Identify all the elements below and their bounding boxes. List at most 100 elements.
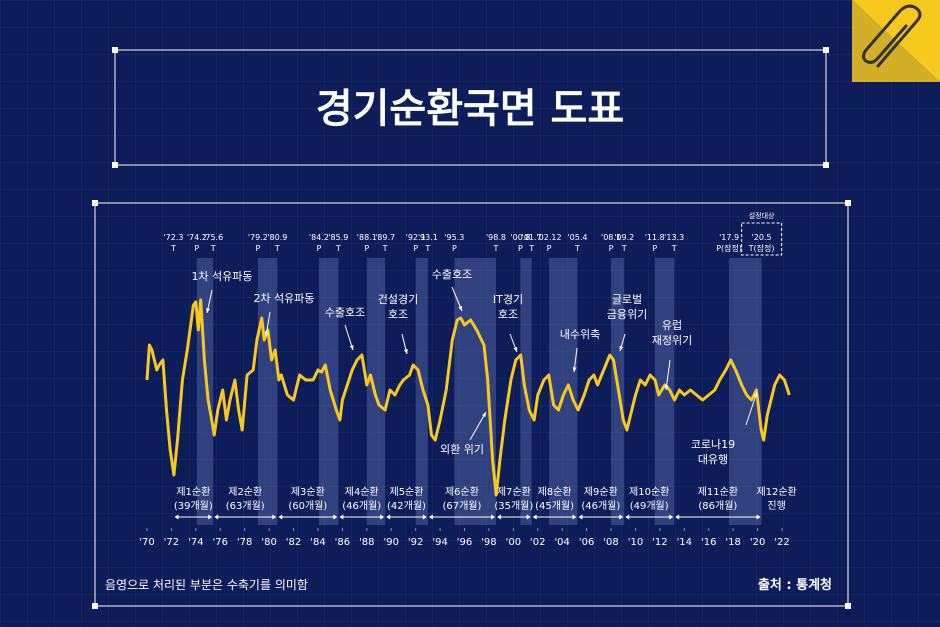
annotation: 글로벌 bbox=[612, 293, 642, 306]
turning-point-date: '98.8 bbox=[486, 233, 506, 242]
turning-point-phase: P(잠정) bbox=[716, 243, 742, 253]
annotation-arrowhead bbox=[619, 346, 624, 351]
turning-point-phase: T bbox=[424, 244, 430, 253]
x-tick-label: '04 bbox=[554, 537, 569, 548]
cycle-name: 제11순환 bbox=[698, 486, 738, 498]
x-tick-label: '84 bbox=[310, 537, 325, 548]
annotation-arrow bbox=[745, 391, 758, 426]
turning-point-phase: T bbox=[170, 244, 176, 253]
source: 출처 : 통계청 bbox=[758, 577, 832, 593]
provisional-label: 설정대상 bbox=[749, 211, 775, 220]
turning-point-phase: T bbox=[671, 244, 677, 253]
contraction-band bbox=[415, 258, 428, 525]
cycle-arrow bbox=[272, 514, 277, 520]
x-tick-label: '00 bbox=[506, 537, 521, 548]
x-tick-label: '78 bbox=[237, 537, 252, 548]
annotation-arrow bbox=[665, 359, 671, 391]
turning-point-date: '95.3 bbox=[444, 233, 464, 242]
index-line bbox=[145, 298, 791, 497]
annotation: 수출호조 bbox=[432, 268, 472, 281]
x-tick-label: '92 bbox=[408, 537, 423, 548]
cycle-duration: (46개월) bbox=[342, 500, 381, 512]
turning-point-phase: P bbox=[518, 244, 523, 253]
turning-point-date: '72.3 bbox=[163, 233, 183, 242]
turning-point-date: '93.1 bbox=[418, 233, 438, 242]
annotation: IT경기 bbox=[493, 293, 523, 306]
x-tick-label: '98 bbox=[481, 537, 496, 548]
corner-clip bbox=[852, 0, 940, 82]
cycle-name: 제3순환 bbox=[291, 486, 325, 498]
turning-point-date: '75.6 bbox=[203, 233, 223, 242]
turning-point-phase: P bbox=[413, 244, 418, 253]
annotation-arrowhead bbox=[458, 306, 463, 311]
cycle-arrow bbox=[278, 514, 283, 520]
footnote: 음영으로 처리된 부분은 수축기를 의미함 bbox=[105, 578, 308, 592]
cycle-duration: (49개월) bbox=[630, 500, 669, 512]
contraction-band bbox=[549, 258, 578, 525]
turning-point-phase: P bbox=[317, 244, 322, 253]
cycle-duration: (35개월) bbox=[494, 500, 533, 512]
cycle-duration: (42개월) bbox=[387, 500, 426, 512]
cycle-name: 제7순환 bbox=[497, 486, 531, 498]
turning-point-phase: T(잠정) bbox=[748, 243, 775, 253]
x-tick-label: '08 bbox=[603, 537, 618, 548]
turning-point-date: '13.3 bbox=[664, 233, 684, 242]
turning-point-phase: T bbox=[382, 244, 388, 253]
x-tick-label: '96 bbox=[457, 537, 472, 548]
cycle-duration: (60개월) bbox=[288, 500, 327, 512]
cycle-arrow bbox=[174, 514, 179, 520]
cycle-duration: (63개월) bbox=[226, 500, 265, 512]
contraction-band bbox=[318, 258, 339, 525]
cycle-arrow bbox=[526, 514, 531, 520]
cycle-arrow bbox=[339, 514, 344, 520]
cycle-arrow bbox=[214, 514, 219, 520]
annotation-arrowhead bbox=[264, 331, 269, 336]
cycle-arrow bbox=[675, 514, 680, 520]
turning-point-phase: T bbox=[210, 244, 216, 253]
chart-frame bbox=[92, 200, 851, 609]
x-tick-label: '22 bbox=[774, 537, 789, 548]
turning-point-date: '05.4 bbox=[567, 233, 587, 242]
turning-point-date: '02.12 bbox=[536, 233, 561, 242]
x-tick-label: '12 bbox=[652, 537, 667, 548]
cycle-name: 제2순환 bbox=[228, 486, 262, 498]
turning-point-date: '80.9 bbox=[267, 233, 287, 242]
x-tick-label: '88 bbox=[359, 537, 374, 548]
cycle-duration: (46개월) bbox=[581, 500, 620, 512]
turning-point-date: '09.2 bbox=[614, 233, 634, 242]
turning-point-phase: T bbox=[528, 244, 534, 253]
cycle-arrow bbox=[532, 514, 537, 520]
turning-point-date: '01.7 bbox=[522, 233, 542, 242]
x-tick-label: '10 bbox=[628, 537, 643, 548]
annotation: 호조 bbox=[498, 308, 518, 321]
turning-point-date: '85.9 bbox=[328, 233, 348, 242]
annotation: 건설경기 bbox=[378, 293, 418, 306]
cycle-arrow bbox=[669, 514, 674, 520]
annotation: 2차 석유파동 bbox=[253, 292, 314, 305]
cycle-name: 제9순환 bbox=[584, 486, 618, 498]
turning-point-phase: T bbox=[574, 244, 580, 253]
annotation-arrowhead bbox=[482, 412, 486, 417]
turning-point-date: '88.1 bbox=[357, 233, 377, 242]
cycle-duration: (39개월) bbox=[174, 500, 213, 512]
turning-point-phase: P bbox=[255, 244, 260, 253]
cycle-arrow bbox=[619, 514, 624, 520]
turning-point-date: '17.9 bbox=[719, 233, 739, 242]
cycle-arrow bbox=[572, 514, 577, 520]
cycle-name: 제8순환 bbox=[538, 486, 572, 498]
x-tick-label: '70 bbox=[139, 537, 154, 548]
contraction-band bbox=[654, 258, 675, 525]
cycle-duration: (45개월) bbox=[535, 500, 574, 512]
x-tick-label: '16 bbox=[701, 537, 716, 548]
turning-point-date: '79.2 bbox=[248, 233, 268, 242]
x-tick-label: '94 bbox=[432, 537, 447, 548]
cycle-arrow bbox=[428, 514, 433, 520]
turning-point-phase: T bbox=[274, 244, 280, 253]
annotation: 재정위기 bbox=[652, 334, 692, 347]
x-tick-label: '82 bbox=[286, 537, 301, 548]
turning-point-phase: P bbox=[452, 244, 457, 253]
turning-point-date: '84.2 bbox=[309, 233, 329, 242]
cycle-name: 제5순환 bbox=[390, 486, 424, 498]
x-tick-label: '86 bbox=[335, 537, 350, 548]
